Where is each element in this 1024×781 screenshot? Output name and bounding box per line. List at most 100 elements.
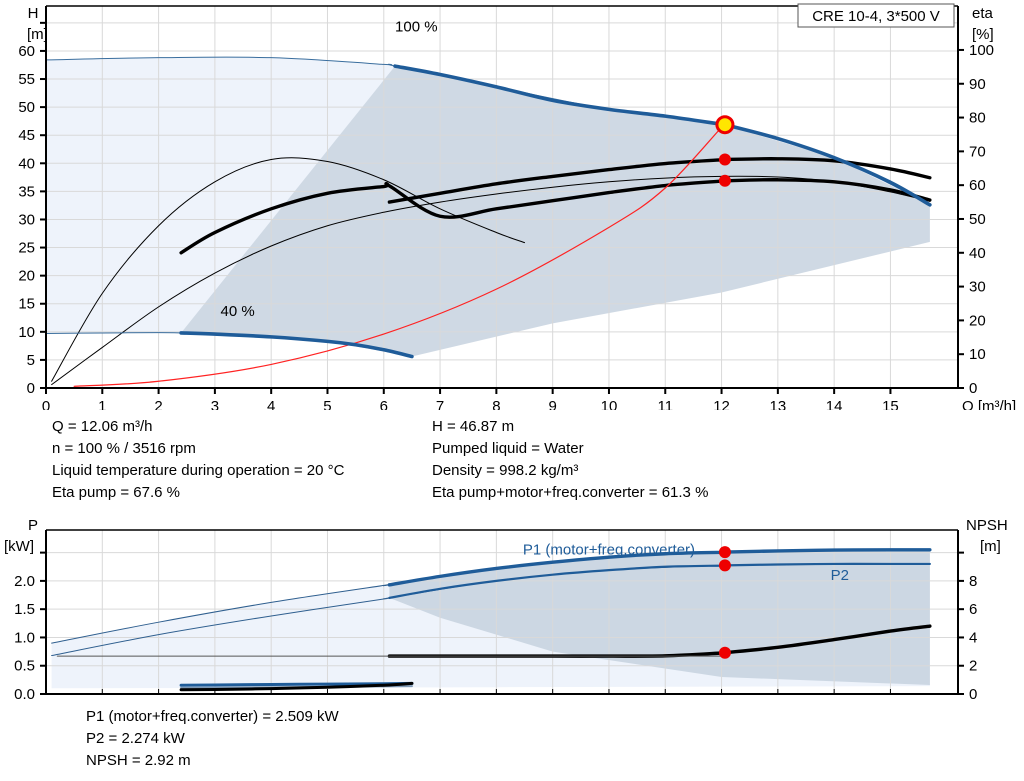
- tick-label-right: 0: [969, 686, 977, 703]
- eta-curve-thin: [51, 175, 931, 386]
- tick-label-bottom: 13: [770, 398, 787, 410]
- tick-label-left: 0: [27, 380, 35, 397]
- eta-pump-curve: [179, 178, 932, 255]
- x-axis-title: Q [m³/h]: [962, 398, 1016, 410]
- tick-label-bottom: 12: [713, 398, 730, 410]
- info-n: n = 100 % / 3516 rpm: [52, 440, 196, 457]
- tick-label-bottom: 11: [657, 398, 673, 410]
- y-axis-unit-left: [m]: [27, 26, 48, 43]
- curves: [45, 56, 932, 387]
- tick-label-left: 30: [18, 211, 35, 228]
- tick-label-right: 8: [969, 573, 977, 590]
- tick-label-left: 5: [27, 352, 35, 369]
- info-q: Q = 12.06 m³/h: [52, 418, 153, 435]
- tick-label-right: 10: [969, 346, 986, 363]
- tick-label-right: 2: [969, 658, 977, 675]
- tick-label-left: 20: [18, 268, 35, 285]
- p2-label: P2: [831, 567, 849, 584]
- duty-info-right: H = 46.87 m Pumped liquid = Water Densit…: [432, 416, 708, 504]
- info-h: H = 46.87 m: [432, 418, 515, 435]
- tick-label-bottom: 2: [154, 398, 162, 410]
- curves: [51, 548, 932, 692]
- tick-label-left: 50: [18, 99, 35, 116]
- tick-label-left: 0.0: [14, 686, 35, 703]
- eta-curve-thin: [51, 157, 526, 382]
- duty-marker-npsh: [718, 646, 731, 659]
- y-axis-title-left: H: [28, 5, 39, 22]
- tick-label-right: 30: [969, 279, 986, 296]
- tick-label-right: 50: [969, 211, 986, 228]
- tick-label-right: 60: [969, 177, 986, 194]
- npsh-curve-40: [179, 681, 414, 692]
- tick-label-right: 100: [969, 42, 994, 59]
- p2-curve: [388, 562, 931, 599]
- duty-markers: [715, 115, 735, 187]
- tick-label-bottom: 5: [323, 398, 331, 410]
- tick-label-right: 70: [969, 143, 986, 160]
- tick-label-bottom: 8: [492, 398, 500, 410]
- tick-label-right: 80: [969, 110, 986, 127]
- info-p2: P2 = 2.274 kW: [86, 730, 185, 747]
- model-title-box: CRE 10-4, 3*500 V: [797, 3, 955, 28]
- power-info: P1 (motor+freq.converter) = 2.509 kW P2 …: [86, 706, 339, 772]
- info-liquid-temperature: Liquid temperature during operation = 20…: [52, 462, 345, 479]
- axes: 0510152025303540455055600102030405060708…: [18, 5, 1016, 410]
- tick-label-bottom: 0: [42, 398, 50, 410]
- info-density: Density = 998.2 kg/m³: [432, 462, 579, 479]
- power-npsh-chart: 0.0 0.5 1.0 1.5 2.0 0 2 4 6 8 P [kW] NPSH [m] P1 (moto…: [0, 512, 1024, 707]
- tick-label-right: 90: [969, 76, 986, 93]
- tick-label-left: 1.5: [14, 601, 35, 618]
- tick-label-bottom: 14: [826, 398, 843, 410]
- tick-label-left: 25: [18, 240, 35, 257]
- tick-label-right: 4: [969, 629, 977, 646]
- head-curve-100: [393, 64, 932, 207]
- grid: [46, 6, 958, 388]
- tick-label-bottom: 4: [267, 398, 275, 410]
- p1-label: P1 (motor+freq.converter): [523, 541, 695, 558]
- tick-label-bottom: 10: [601, 398, 618, 410]
- operating-band-dark: [181, 66, 930, 357]
- head-curve-40: [179, 331, 414, 359]
- tick-label-right: 40: [969, 245, 986, 262]
- tick-label-left: 35: [18, 183, 35, 200]
- tick-label-left: 60: [18, 43, 35, 60]
- y-axis-unit-right: [m]: [980, 538, 1001, 555]
- speed-label-100: 100 %: [395, 18, 438, 35]
- tick-label-left: 2.0: [14, 573, 35, 590]
- duty-info-left: Q = 12.06 m³/h n = 100 % / 3516 rpm Liqu…: [52, 416, 344, 504]
- axes: 0.0 0.5 1.0 1.5 2.0 0 2 4 6 8 P [kW] NPSH [m]: [4, 517, 1008, 703]
- duty-marker-eta-pump: [718, 174, 731, 187]
- tick-label-left: 55: [18, 71, 35, 88]
- tick-label-right: 0: [969, 380, 977, 397]
- power-npsh-svg: 0.0 0.5 1.0 1.5 2.0 0 2 4 6 8 P [kW] NPSH [m] P1 (moto…: [4, 517, 1008, 703]
- tick-label-bottom: 15: [882, 398, 899, 410]
- power-band-dark: [389, 549, 930, 685]
- y-axis-unit-right: [%]: [972, 26, 994, 43]
- tick-label-left: 0.5: [14, 658, 35, 675]
- duty-point-marker: [715, 115, 735, 135]
- tick-label-left: 45: [18, 127, 35, 144]
- tick-label-left: 40: [18, 155, 35, 172]
- y-axis-title-right: eta: [972, 5, 994, 22]
- model-title-box-frame: [797, 3, 955, 28]
- y-axis-unit-left: [kW]: [4, 538, 34, 555]
- model-title-label: CRE 10-4, 3*500 V: [812, 8, 940, 25]
- duty-marker-p1: [718, 546, 731, 559]
- y-axis-title-left: P: [28, 517, 38, 534]
- duty-markers: [718, 546, 731, 659]
- tick-label-bottom: 6: [380, 398, 388, 410]
- tick-label-bottom: 1: [98, 398, 106, 410]
- duty-marker-eta-total: [718, 153, 731, 166]
- tick-label-bottom: 9: [548, 398, 556, 410]
- y-axis-title-right: NPSH: [966, 517, 1008, 534]
- p1-curve: [387, 548, 932, 587]
- info-npsh: NPSH = 2.92 m: [86, 752, 191, 769]
- tick-label-bottom: 3: [211, 398, 219, 410]
- bottom-chart-group: 0.0 0.5 1.0 1.5 2.0 0 2 4 6 8 P [kW] NPSH [m] P1 (moto…: [4, 517, 1008, 703]
- tick-label-left: 15: [18, 296, 35, 313]
- system-control-curve: [73, 121, 728, 387]
- speed-label-40: 40 %: [221, 303, 255, 320]
- info-eta-total: Eta pump+motor+freq.converter = 61.3 %: [432, 484, 709, 501]
- info-pumped-liquid: Pumped liquid = Water: [432, 440, 584, 457]
